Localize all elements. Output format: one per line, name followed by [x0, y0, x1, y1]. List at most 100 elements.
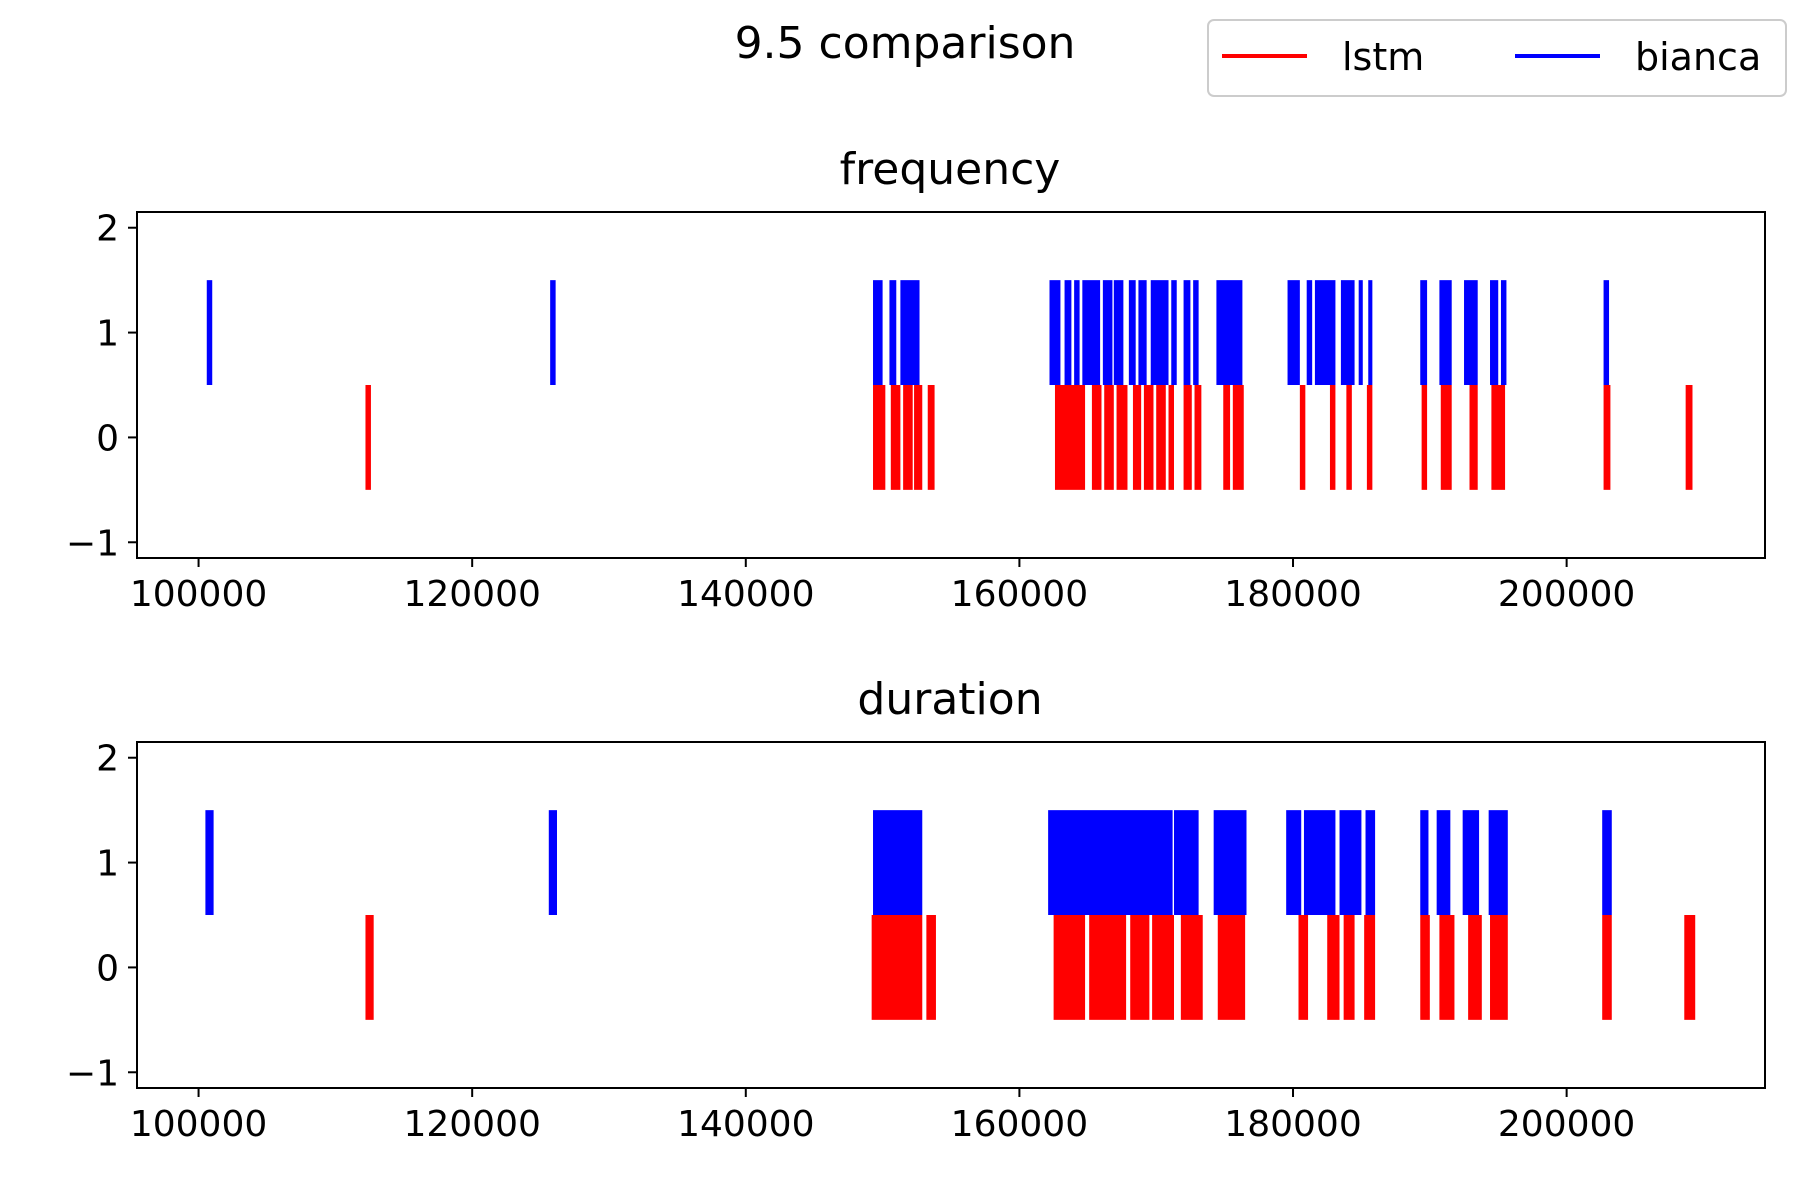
frequency-lstm-bar-23	[1440, 385, 1452, 490]
frequency-lstm-bar-7	[1091, 385, 1102, 490]
frequency-y-tick-label-3: 2	[96, 209, 119, 250]
frequency-lstm-bar-15	[1194, 385, 1202, 490]
frequency-bianca-bar-17	[1216, 280, 1243, 385]
duration-x-tick-label-2: 140000	[677, 1104, 814, 1145]
frequency-y-tick-label-2: 1	[96, 314, 119, 355]
frequency-bianca-bar-10	[1113, 280, 1124, 385]
duration-lstm-bar-15	[1468, 915, 1482, 1020]
duration-lstm-bar-14	[1439, 915, 1455, 1020]
frequency-bianca-bar-0	[206, 280, 213, 385]
frequency-bianca-bar-19	[1306, 280, 1313, 385]
duration-bianca-bar-14	[1602, 810, 1612, 915]
frequency-x-tick-label-4: 180000	[1224, 574, 1361, 615]
frequency-lstm-bar-3	[903, 385, 913, 490]
frequency-lstm-bar-16	[1223, 385, 1231, 490]
frequency-bianca-bar-16	[1193, 280, 1199, 385]
duration-bianca-bar-1	[548, 810, 557, 915]
duration-lstm-bar-4	[1089, 915, 1127, 1020]
duration-bianca-bar-11	[1436, 810, 1451, 915]
frequency-x-tick-label-0: 100000	[130, 574, 267, 615]
frequency-bianca-bar-1	[550, 280, 556, 385]
duration-lstm-bar-8	[1217, 915, 1246, 1020]
frequency-lstm-bar-5	[927, 385, 935, 490]
duration-axes-frame	[136, 741, 1766, 1089]
duration-bianca-bar-8	[1339, 810, 1362, 915]
duration-y-axis: −1 0 1 2	[66, 739, 137, 1094]
frequency-bianca-bar-4	[900, 280, 920, 385]
frequency-bianca-bar-25	[1439, 280, 1452, 385]
frequency-bars	[206, 280, 1693, 490]
duration-x-tick-label-1: 120000	[403, 1104, 540, 1145]
duration-lstm-bar-0	[365, 915, 374, 1020]
duration-y-tick-label-1: 0	[96, 948, 119, 989]
frequency-bianca-bar-7	[1074, 280, 1080, 385]
frequency-axes-frame	[136, 211, 1766, 559]
frequency-bianca-bar-12	[1138, 280, 1147, 385]
duration-lstm-bar-7	[1180, 915, 1203, 1020]
duration-lstm-bar-1	[871, 915, 923, 1020]
duration-x-tick-label-4: 180000	[1224, 1104, 1361, 1145]
frequency-lstm-bar-4	[914, 385, 923, 490]
duration-bianca-bar-4	[1173, 810, 1199, 915]
legend-label-bianca: bianca	[1635, 35, 1761, 79]
frequency-lstm-bar-12	[1156, 385, 1166, 490]
frequency-lstm-bar-6	[1054, 385, 1086, 490]
duration-bianca-bar-7	[1303, 810, 1336, 915]
legend-label-lstm: lstm	[1342, 35, 1424, 79]
duration-x-tick-label-3: 160000	[951, 1104, 1088, 1145]
duration-lstm-bar-18	[1684, 915, 1696, 1020]
duration-lstm-bar-3	[1053, 915, 1086, 1020]
duration-y-tick-label-3: 2	[96, 739, 119, 780]
frequency-x-tick-label-5: 200000	[1498, 574, 1635, 615]
duration-bianca-bar-10	[1420, 810, 1429, 915]
frequency-lstm-bar-26	[1603, 385, 1611, 490]
frequency-lstm-bar-27	[1685, 385, 1693, 490]
frequency-bianca-bar-29	[1603, 280, 1610, 385]
frequency-lstm-bar-2	[890, 385, 901, 490]
frequency-lstm-bar-10	[1132, 385, 1142, 490]
duration-bianca-bar-5	[1213, 810, 1247, 915]
duration-x-tick-label-5: 200000	[1498, 1104, 1635, 1145]
legend-frame	[1207, 19, 1787, 97]
frequency-lstm-bar-19	[1329, 385, 1336, 490]
frequency-lstm-bar-18	[1299, 385, 1306, 490]
frequency-bianca-bar-5	[1049, 280, 1061, 385]
frequency-bianca-bar-13	[1150, 280, 1169, 385]
duration-lstm-bar-9	[1298, 915, 1309, 1020]
frequency-bianca-bar-8	[1082, 280, 1101, 385]
duration-lstm-bar-16	[1490, 915, 1508, 1020]
frequency-subplot-title: frequency	[840, 144, 1061, 195]
duration-bianca-bar-2	[873, 810, 923, 915]
frequency-subplot: frequency 100000 120000 140000 160000 180000…	[66, 144, 1766, 615]
duration-bianca-bar-3	[1048, 810, 1173, 915]
frequency-lstm-bar-1	[873, 385, 886, 490]
frequency-lstm-bar-22	[1421, 385, 1428, 490]
frequency-lstm-bar-21	[1366, 385, 1373, 490]
duration-bianca-bar-6	[1286, 810, 1302, 915]
frequency-bianca-bar-23	[1368, 280, 1373, 385]
frequency-bianca-bar-27	[1490, 280, 1499, 385]
duration-lstm-bar-2	[926, 915, 936, 1020]
duration-subplot: duration 100000 120000 140000 160000 180000 2…	[66, 674, 1766, 1145]
frequency-x-tick-label-3: 160000	[951, 574, 1088, 615]
figure-title: 9.5 comparison	[735, 18, 1076, 69]
frequency-lstm-bar-20	[1346, 385, 1352, 490]
frequency-lstm-bar-25	[1491, 385, 1506, 490]
frequency-bianca-bar-28	[1500, 280, 1507, 385]
duration-lstm-bar-10	[1327, 915, 1340, 1020]
duration-bianca-bar-12	[1462, 810, 1480, 915]
duration-bianca-bar-13	[1488, 810, 1508, 915]
frequency-bianca-bar-21	[1340, 280, 1355, 385]
frequency-y-axis: −1 0 1 2	[66, 209, 137, 564]
frequency-x-tick-label-1: 120000	[403, 574, 540, 615]
frequency-lstm-bar-13	[1168, 385, 1174, 490]
frequency-bianca-bar-20	[1314, 280, 1336, 385]
duration-bianca-bar-0	[205, 810, 214, 915]
duration-x-tick-label-0: 100000	[130, 1104, 267, 1145]
frequency-bianca-bar-2	[873, 280, 883, 385]
frequency-lstm-bar-24	[1469, 385, 1478, 490]
duration-lstm-bar-17	[1602, 915, 1612, 1020]
duration-y-tick-label-2: 1	[96, 844, 119, 885]
frequency-x-axis: 100000 120000 140000 160000 180000 200000	[130, 558, 1635, 615]
